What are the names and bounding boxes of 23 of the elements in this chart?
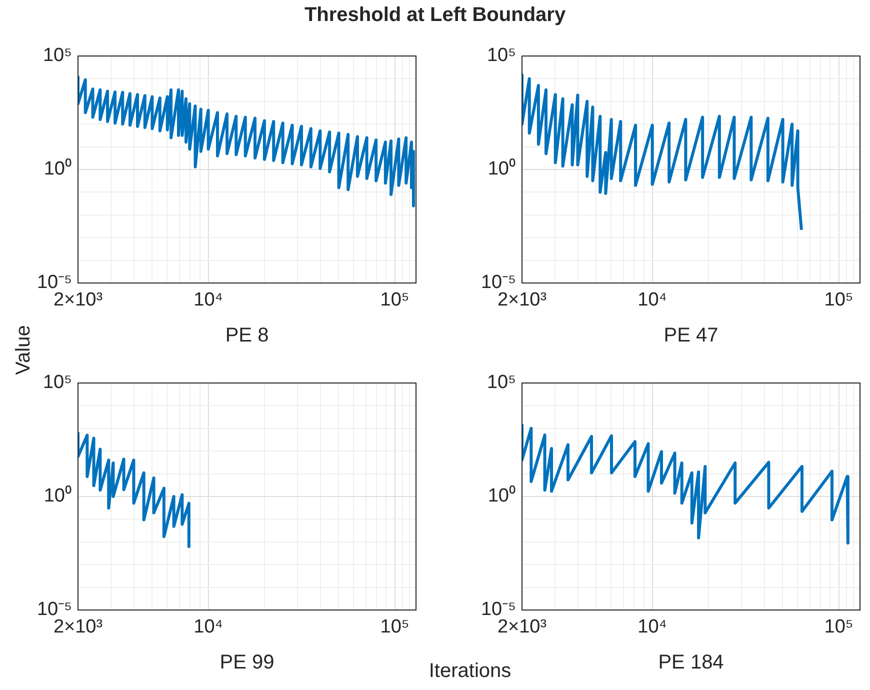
y-tick-label: 10⁵ (486, 45, 516, 66)
x-tick-label: 10⁴ (194, 616, 223, 638)
y-tick-label: 10⁵ (42, 45, 72, 66)
y-tick-label: 10⁰ (44, 484, 72, 507)
x-tick-label: 10⁵ (380, 290, 410, 311)
y-tick-label: 10⁵ (486, 372, 516, 394)
x-axis-title: PE 8 (225, 324, 269, 347)
text: Iterations (428, 660, 512, 683)
y-tick-label: 10⁰ (488, 158, 516, 180)
x-axis-title: PE 99 (220, 652, 274, 674)
x-tick-label: 10⁴ (638, 616, 667, 638)
chart-title: Threshold at Left Boundary (303, 4, 567, 27)
x-axis-title: PE 184 (658, 652, 724, 674)
y-tick-label: 10⁵ (42, 372, 72, 394)
y-tick-label: 10⁰ (44, 158, 72, 180)
x-tick-label: 10⁵ (380, 616, 410, 638)
x-axis-title: PE 47 (664, 324, 718, 347)
x-tick-label: 10⁵ (824, 616, 854, 638)
x-tick-label: 10⁵ (824, 290, 854, 311)
x-tick-label: 10⁴ (638, 290, 667, 311)
x-tick-label: 10⁴ (194, 290, 223, 311)
y-tick-label: 10⁰ (488, 484, 516, 507)
y-axis-title: Value (12, 325, 36, 375)
